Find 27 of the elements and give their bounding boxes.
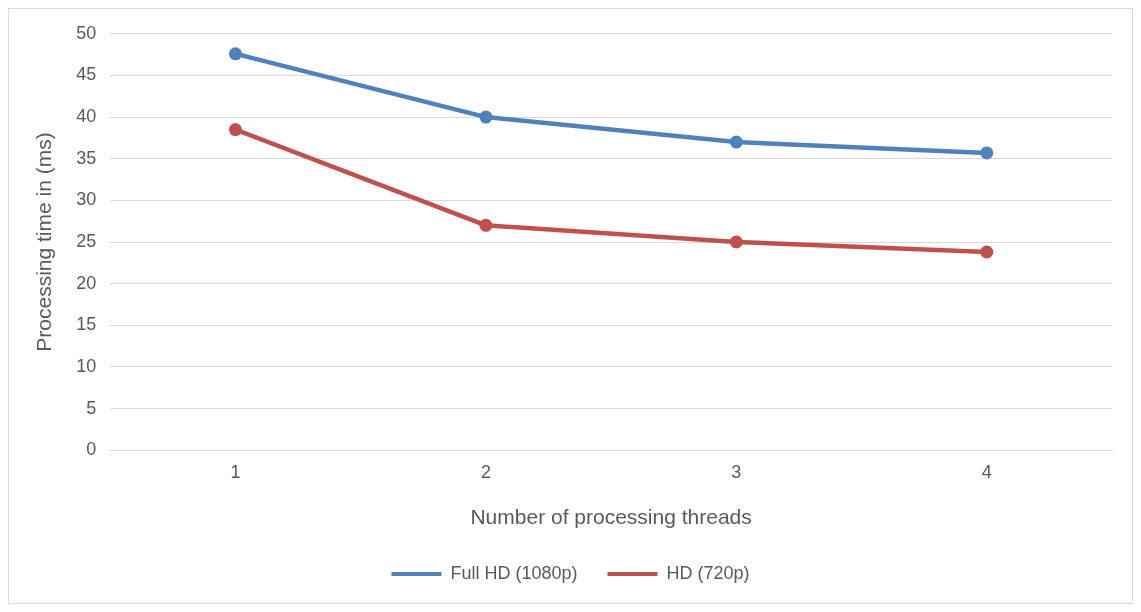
- point: [228, 123, 242, 137]
- x-tick-label: 2: [480, 461, 491, 482]
- y-tick-label: 50: [76, 22, 97, 43]
- point: [980, 146, 994, 160]
- y-tick-label: 25: [76, 230, 97, 251]
- y-tick-label: 5: [86, 397, 97, 418]
- point: [729, 135, 743, 149]
- x-tick-label: 1: [230, 461, 241, 482]
- y-tick-label: 10: [76, 355, 97, 376]
- point: [228, 47, 242, 61]
- y-tick-label: 0: [86, 439, 97, 460]
- legend-label: Full HD (1080p): [450, 562, 578, 583]
- y-tick-label: 20: [76, 272, 97, 293]
- x-tick-label: 3: [731, 461, 742, 482]
- x-tick-label: 4: [981, 461, 992, 482]
- y-tick-label: 40: [76, 106, 97, 127]
- y-tick-label: 15: [76, 314, 97, 335]
- legend-label: HD (720p): [666, 562, 750, 583]
- y-tick-label: 45: [76, 64, 97, 85]
- point: [729, 235, 743, 249]
- point: [479, 218, 493, 232]
- y-tick-label: 30: [76, 189, 97, 210]
- y-axis-title: Processing time in (ms): [32, 132, 56, 352]
- point: [980, 245, 994, 259]
- x-axis-title: Number of processing threads: [470, 505, 752, 529]
- point: [479, 110, 493, 124]
- y-tick-label: 35: [76, 147, 97, 168]
